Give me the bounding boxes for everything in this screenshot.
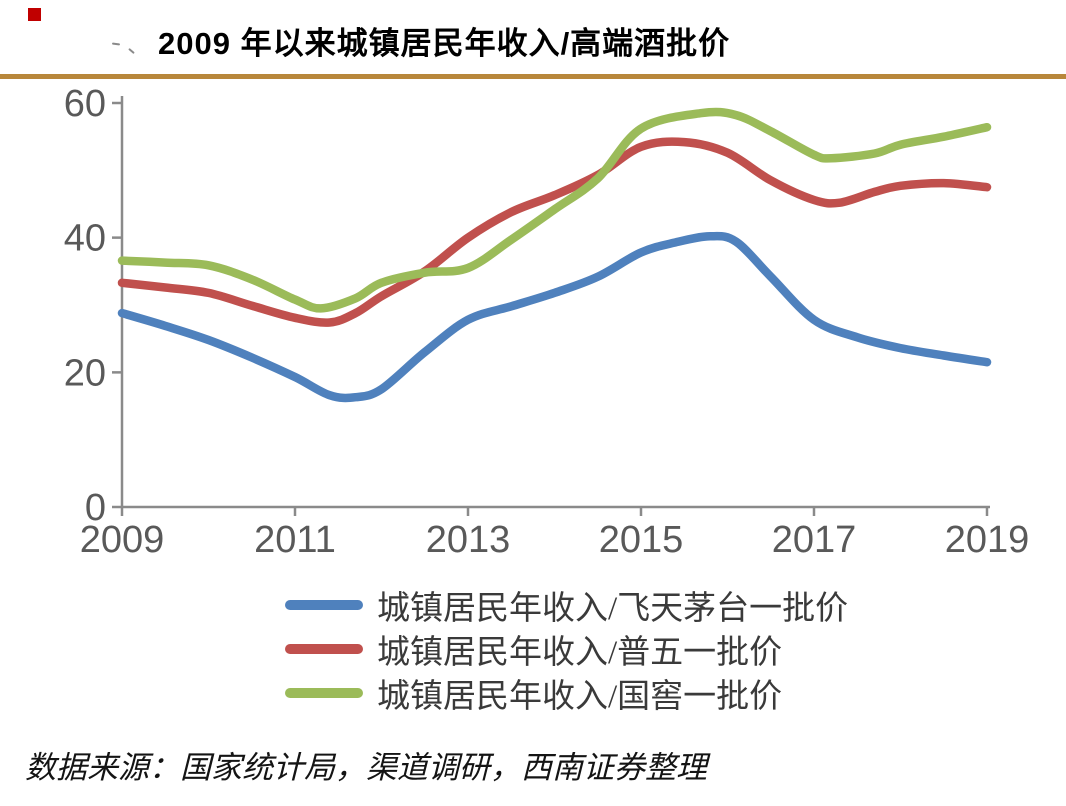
svg-text:2019: 2019 [945, 519, 1030, 561]
svg-text:2013: 2013 [426, 519, 511, 561]
legend-swatch-green-line [285, 688, 363, 698]
svg-text:40: 40 [64, 218, 106, 260]
legend-swatch-red-line [285, 644, 363, 654]
svg-text:2017: 2017 [772, 519, 857, 561]
gold-divider [0, 74, 1066, 79]
legend-swatch-blue-line [285, 600, 363, 610]
legend-label: 城镇居民年收入/普五一批价 [377, 635, 783, 671]
svg-text:2009: 2009 [80, 519, 165, 561]
svg-text:2011: 2011 [254, 519, 336, 561]
chart-legend: 城镇居民年收入/飞天茅台一批价 城镇居民年收入/普五一批价 城镇居民年收入/国窖… [285, 583, 848, 715]
legend-label: 城镇居民年收入/国窖一批价 [377, 679, 783, 715]
data-source-note: 数据来源：国家统计局，渠道调研，西南证券整理 [25, 750, 707, 785]
title-bullet-square-icon [28, 8, 41, 21]
legend-item-maotai: 城镇居民年收入/飞天茅台一批价 [285, 583, 848, 627]
svg-text:60: 60 [64, 83, 106, 125]
legend-item-guojiao: 城镇居民年收入/国窖一批价 [285, 671, 848, 715]
svg-text:2015: 2015 [599, 519, 684, 561]
svg-text:0: 0 [85, 487, 106, 529]
legend-label: 城镇居民年收入/飞天茅台一批价 [377, 591, 849, 627]
legend-item-wuliangye: 城镇居民年收入/普五一批价 [285, 627, 848, 671]
svg-text:20: 20 [64, 352, 106, 394]
chart-title: 2009 年以来城镇居民年收入/高端酒批价 [158, 26, 731, 61]
